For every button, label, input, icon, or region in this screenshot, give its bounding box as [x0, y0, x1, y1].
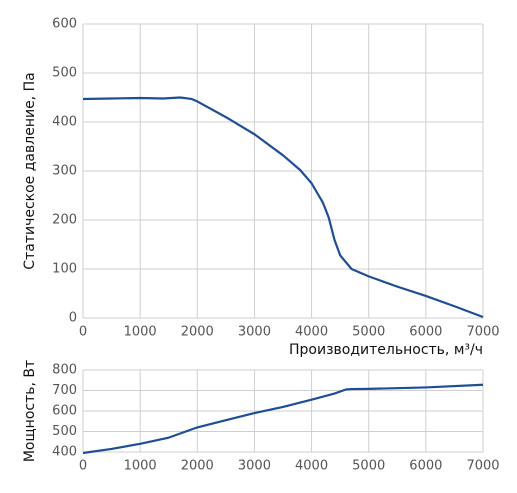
y-tick-label: 0 — [69, 311, 77, 326]
y-axis-label: Мощность, Вт — [22, 360, 38, 462]
y-tick-label: 800 — [52, 363, 77, 378]
y-tick-label: 300 — [52, 164, 77, 179]
x-tick-label: 7000 — [466, 459, 499, 474]
y-tick-label: 100 — [52, 262, 77, 277]
x-tick-label: 4000 — [295, 459, 328, 474]
line — [82, 383, 484, 455]
x-axis-label: Производительность, м³/ч — [289, 342, 483, 358]
y-tick-label: 500 — [52, 66, 77, 81]
y-tick-label: 700 — [52, 383, 77, 398]
x-tick-label: 7000 — [466, 325, 499, 340]
x-tick-label: 4000 — [295, 325, 328, 340]
x-tick-label: 6000 — [409, 325, 442, 340]
x-tick-label: 0 — [79, 325, 87, 340]
x-tick-label: 3000 — [238, 459, 271, 474]
y-tick-label: 400 — [52, 445, 77, 460]
x-tick-label: 6000 — [409, 459, 442, 474]
x-tick-label: 5000 — [352, 325, 385, 340]
y-tick-label: 400 — [52, 115, 77, 130]
y-tick-label: 200 — [52, 213, 77, 228]
x-tick-label: 5000 — [352, 459, 385, 474]
x-tick-label: 1000 — [124, 459, 157, 474]
y-tick-label: 600 — [52, 404, 77, 419]
y-tick-label: 500 — [52, 424, 77, 439]
y-tick-label: 600 — [52, 17, 77, 32]
x-tick-label: 2000 — [181, 325, 214, 340]
x-tick-label: 3000 — [238, 325, 271, 340]
x-tick-label: 1000 — [124, 325, 157, 340]
x-tick-label: 2000 — [181, 459, 214, 474]
line — [82, 96, 484, 319]
y-axis-label: Статическое давление, Па — [22, 72, 38, 269]
x-tick-label: 0 — [79, 459, 87, 474]
